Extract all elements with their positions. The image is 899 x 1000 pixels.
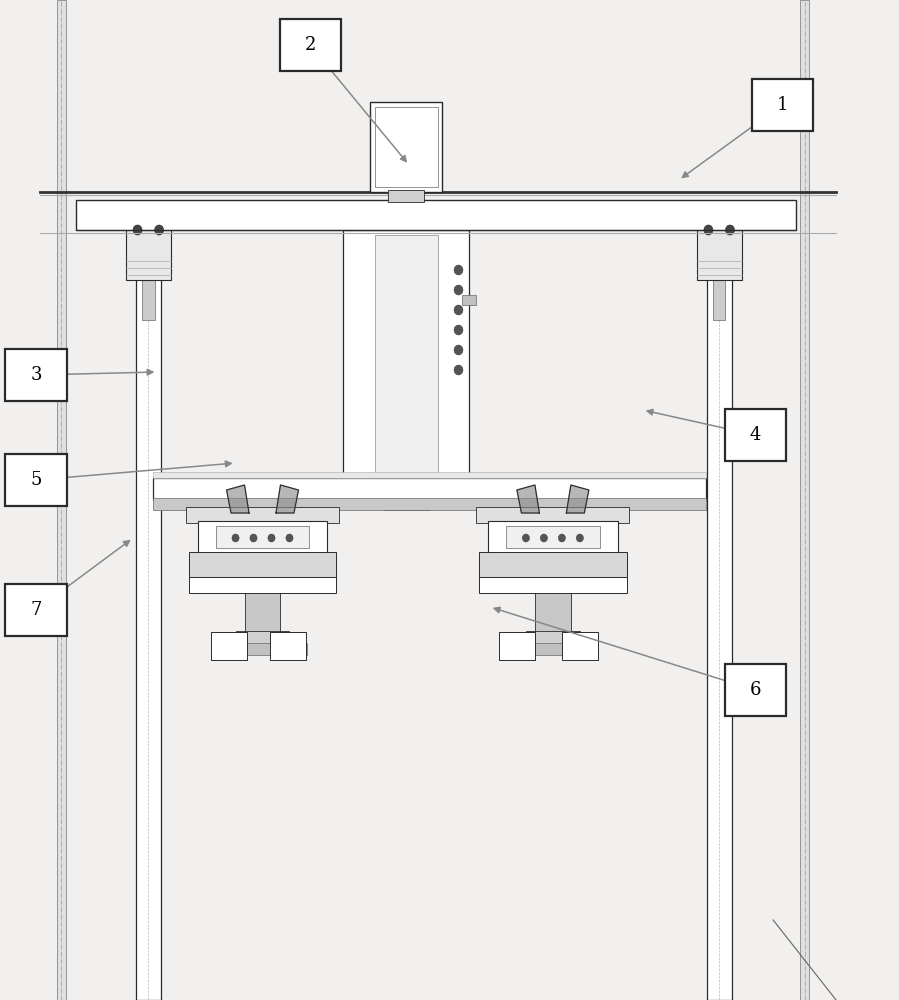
Bar	[189, 577, 336, 593]
Circle shape	[286, 534, 293, 542]
Bar	[198, 521, 327, 553]
Bar	[153, 472, 706, 478]
Bar	[476, 507, 629, 523]
Circle shape	[232, 534, 239, 542]
Circle shape	[576, 534, 583, 542]
Bar	[375, 107, 438, 187]
Circle shape	[133, 225, 142, 235]
Bar	[713, 280, 725, 320]
Bar	[136, 230, 161, 1000]
Bar	[57, 0, 66, 1000]
Bar	[384, 498, 429, 510]
Bar	[186, 507, 339, 523]
Text: 4: 4	[750, 426, 761, 444]
Bar	[218, 643, 307, 655]
Bar	[216, 526, 309, 548]
Polygon shape	[566, 485, 589, 513]
Bar	[153, 478, 706, 500]
Circle shape	[454, 325, 463, 335]
Circle shape	[558, 534, 565, 542]
Circle shape	[522, 534, 530, 542]
Circle shape	[454, 365, 463, 375]
Bar	[535, 590, 571, 635]
Circle shape	[454, 285, 463, 295]
Bar	[5, 584, 67, 636]
Circle shape	[155, 225, 164, 235]
Text: 1: 1	[777, 96, 788, 114]
Circle shape	[250, 534, 257, 542]
Polygon shape	[227, 485, 249, 513]
Bar	[343, 230, 469, 500]
Bar	[479, 552, 627, 580]
Bar	[370, 102, 442, 192]
Bar	[189, 552, 336, 580]
Text: 2: 2	[305, 36, 316, 54]
Bar	[506, 526, 600, 548]
Bar	[211, 632, 247, 660]
Circle shape	[454, 345, 463, 355]
Bar	[697, 220, 742, 280]
Circle shape	[540, 534, 547, 542]
Bar	[752, 79, 813, 131]
Bar	[76, 200, 796, 230]
Bar	[508, 643, 598, 655]
Text: 3: 3	[31, 366, 41, 384]
Circle shape	[704, 225, 713, 235]
Bar	[499, 632, 535, 660]
Bar	[280, 19, 341, 71]
Bar	[526, 631, 580, 645]
Polygon shape	[276, 485, 298, 513]
Text: 6: 6	[750, 681, 761, 699]
Bar	[375, 235, 438, 495]
Bar	[126, 220, 171, 280]
Circle shape	[268, 534, 275, 542]
Bar	[236, 631, 289, 645]
Bar	[707, 230, 732, 1000]
Bar	[725, 664, 786, 716]
Bar	[800, 0, 809, 1000]
Text: 7: 7	[31, 601, 41, 619]
Bar	[462, 295, 476, 305]
Bar	[142, 280, 155, 320]
Bar	[488, 521, 618, 553]
Bar	[5, 349, 67, 401]
Text: 5: 5	[31, 471, 41, 489]
Bar	[5, 454, 67, 506]
Circle shape	[454, 305, 463, 315]
Bar	[153, 498, 706, 510]
Bar	[562, 632, 598, 660]
Bar	[270, 632, 306, 660]
Bar	[725, 409, 786, 461]
Bar	[388, 190, 424, 202]
Polygon shape	[517, 485, 539, 513]
Bar	[479, 577, 627, 593]
Circle shape	[454, 265, 463, 275]
Circle shape	[725, 225, 734, 235]
Bar	[245, 590, 280, 635]
